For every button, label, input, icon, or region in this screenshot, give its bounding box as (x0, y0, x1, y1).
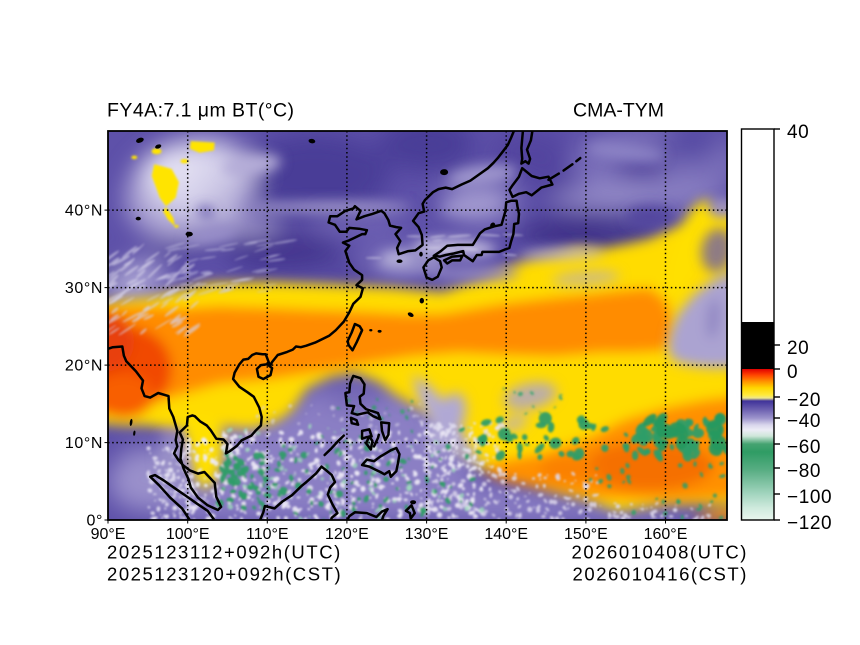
svg-text:110°E: 110°E (246, 526, 289, 543)
svg-text:−120: −120 (787, 513, 832, 534)
svg-text:20°N: 20°N (65, 358, 103, 375)
svg-text:2025123120+092h(CST): 2025123120+092h(CST) (107, 564, 342, 585)
svg-text:150°E: 150°E (564, 526, 608, 543)
svg-text:40°N: 40°N (65, 203, 103, 220)
svg-text:20: 20 (787, 338, 809, 359)
svg-text:40: 40 (787, 122, 809, 143)
svg-text:120°E: 120°E (325, 526, 369, 543)
svg-text:100°E: 100°E (166, 526, 210, 543)
svg-text:160°E: 160°E (644, 526, 688, 543)
svg-text:0: 0 (787, 362, 798, 383)
svg-text:−40: −40 (787, 411, 821, 432)
svg-text:30°N: 30°N (65, 280, 103, 297)
svg-text:−20: −20 (787, 390, 821, 411)
svg-text:140°E: 140°E (484, 526, 528, 543)
svg-text:90°E: 90°E (91, 526, 126, 543)
svg-text:CMA-TYM: CMA-TYM (573, 100, 664, 122)
svg-text:FY4A:7.1 μm BT(°C): FY4A:7.1 μm BT(°C) (107, 100, 295, 122)
svg-text:2026010416(CST): 2026010416(CST) (573, 564, 748, 585)
svg-text:−100: −100 (787, 487, 832, 508)
svg-text:−80: −80 (787, 461, 821, 482)
svg-text:2025123112+092h(UTC): 2025123112+092h(UTC) (107, 542, 342, 563)
svg-text:10°N: 10°N (65, 435, 103, 452)
svg-text:2026010408(UTC): 2026010408(UTC) (572, 542, 748, 563)
svg-text:−60: −60 (787, 437, 821, 458)
svg-text:0°: 0° (87, 513, 104, 530)
svg-text:130°E: 130°E (405, 526, 449, 543)
